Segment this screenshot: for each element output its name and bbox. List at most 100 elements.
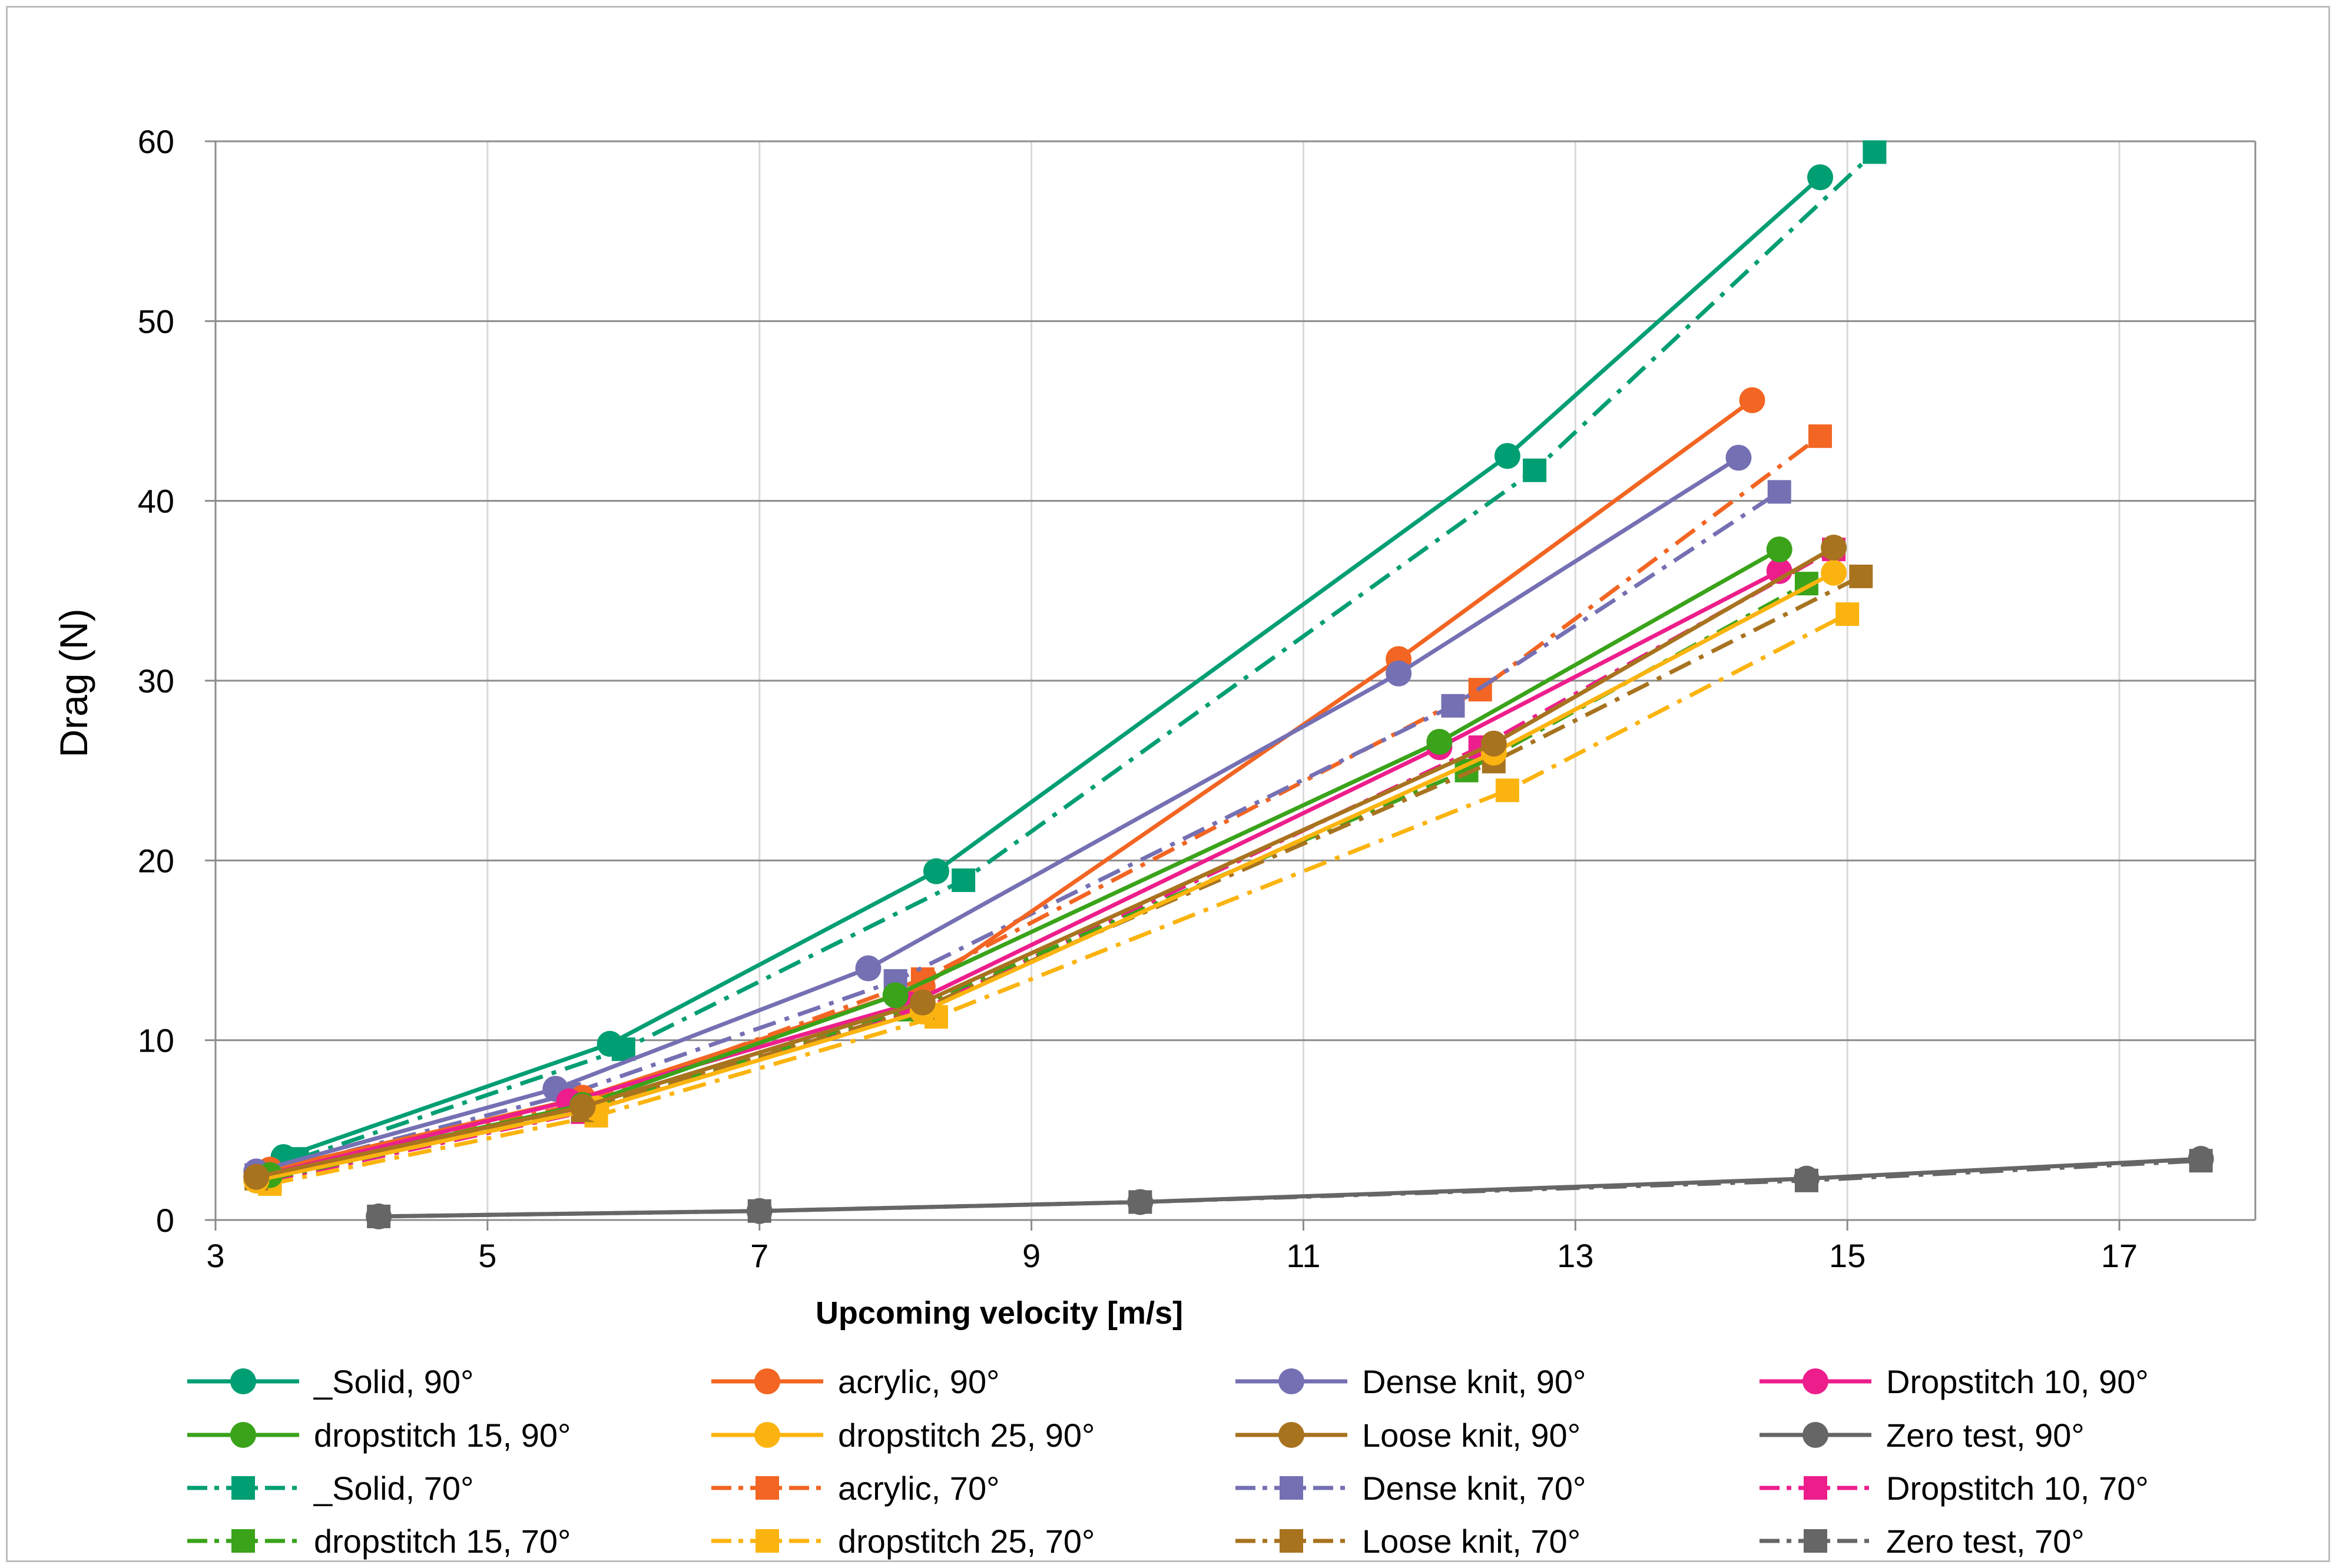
series-solid-90 xyxy=(270,164,1834,1171)
legend-marker xyxy=(231,1476,255,1500)
series-line xyxy=(256,456,1740,1173)
series-acrylic-90 xyxy=(257,387,1765,1183)
series-line xyxy=(379,1156,2201,1219)
data-point xyxy=(2188,1146,2214,1172)
y-tick-label: 30 xyxy=(138,662,174,700)
series-acrylic-70 xyxy=(258,424,1833,1185)
legend-marker xyxy=(231,1529,255,1553)
x-tick-label: 7 xyxy=(750,1237,768,1274)
legend-label: acrylic, 70° xyxy=(838,1470,999,1507)
legend-entry-dropstitch-25-70: dropstitch 25, 70° xyxy=(711,1523,1095,1560)
legend-label: dropstitch 15, 70° xyxy=(314,1523,571,1560)
legend: _Solid, 90° acrylic, 90° Dense knit, 90° Dr… xyxy=(187,1363,2149,1560)
data-point xyxy=(597,1030,623,1057)
legend-entry-dropstitch-10-70: Dropstitch 10, 70° xyxy=(1760,1470,2149,1507)
series-line xyxy=(296,150,1876,1161)
legend-label: Loose knit, 70° xyxy=(1362,1523,1580,1560)
x-tick-label: 11 xyxy=(1286,1237,1320,1274)
x-tick-label: 15 xyxy=(1829,1237,1866,1274)
data-point xyxy=(1849,564,1873,588)
data-point xyxy=(882,982,909,1009)
legend-marker xyxy=(754,1368,780,1394)
legend-marker xyxy=(1278,1368,1304,1394)
data-point xyxy=(243,1163,270,1190)
legend-marker xyxy=(1804,1529,1827,1553)
series-loose-knit-90 xyxy=(243,535,1847,1190)
legend-label: _Solid, 90° xyxy=(313,1363,473,1400)
x-tick-label: 13 xyxy=(1557,1237,1593,1274)
x-tick-label: 3 xyxy=(206,1237,224,1274)
grid xyxy=(205,140,2257,1231)
legend-label: dropstitch 15, 90° xyxy=(314,1417,571,1454)
y-tick-label: 60 xyxy=(138,123,174,160)
legend-marker xyxy=(1804,1476,1827,1500)
legend-entry-zero-test-90: Zero test, 90° xyxy=(1760,1417,2085,1454)
data-point xyxy=(366,1203,392,1229)
legend-entry-dropstitch-10-90: Dropstitch 10, 90° xyxy=(1760,1363,2149,1400)
legend-label: dropstitch 25, 70° xyxy=(838,1523,1095,1560)
legend-label: Dropstitch 10, 70° xyxy=(1886,1470,2149,1507)
legend-marker xyxy=(1278,1422,1304,1448)
data-point xyxy=(1835,602,1860,626)
data-point xyxy=(1793,1165,1820,1192)
data-point xyxy=(952,868,976,892)
data-point xyxy=(1494,443,1520,469)
data-point xyxy=(1821,535,1847,561)
legend-label: Zero test, 90° xyxy=(1886,1417,2085,1454)
series-dropstitch-10-90 xyxy=(243,558,1792,1190)
legend-marker xyxy=(230,1422,256,1448)
chart-frame xyxy=(6,6,2330,1562)
series-line xyxy=(269,434,1822,1176)
legend-entry-acrylic-70: acrylic, 70° xyxy=(711,1470,999,1507)
legend-label: Dense knit, 90° xyxy=(1362,1363,1586,1400)
data-point xyxy=(1127,1189,1154,1215)
legend-entry-dropstitch-15-90: dropstitch 15, 90° xyxy=(187,1417,571,1454)
x-tick-label: 17 xyxy=(2101,1237,2138,1274)
legend-marker xyxy=(1802,1422,1828,1448)
y-tick-label: 0 xyxy=(156,1202,174,1239)
data-point xyxy=(1739,387,1765,413)
data-point xyxy=(1767,480,1791,504)
series-line xyxy=(256,574,1862,1181)
series-dense-knit-70 xyxy=(244,480,1791,1187)
legend-entry-solid-90: _Solid, 90° xyxy=(187,1363,473,1400)
data-point xyxy=(1808,424,1833,448)
series-dropstitch-15-70 xyxy=(258,572,1818,1191)
data-point xyxy=(1821,559,1847,586)
data-point xyxy=(1863,140,1887,164)
legend-entry-dense-knit-70: Dense knit, 70° xyxy=(1235,1470,1586,1507)
data-point xyxy=(746,1198,773,1224)
legend-entry-zero-test-70: Zero test, 70° xyxy=(1760,1523,2085,1560)
series-line xyxy=(379,1158,2201,1219)
y-tick-label: 40 xyxy=(138,483,174,520)
legend-entry-dropstitch-25-90: dropstitch 25, 90° xyxy=(711,1417,1095,1454)
y-tick-label: 10 xyxy=(138,1022,174,1059)
legend-marker xyxy=(1280,1529,1303,1553)
data-point xyxy=(1766,536,1792,563)
series-dropstitch-25-90 xyxy=(243,559,1847,1194)
legend-marker xyxy=(230,1368,256,1394)
legend-label: acrylic, 90° xyxy=(838,1363,999,1400)
legend-entry-loose-knit-90: Loose knit, 90° xyxy=(1235,1417,1580,1454)
legend-marker xyxy=(1280,1476,1303,1500)
legend-marker xyxy=(756,1529,779,1553)
legend-label: _Solid, 70° xyxy=(313,1470,473,1507)
legend-label: Dense knit, 70° xyxy=(1362,1470,1586,1507)
x-axis-title: Upcoming velocity [m/s] xyxy=(816,1295,1183,1331)
legend-marker xyxy=(754,1422,780,1448)
legend-label: Zero test, 70° xyxy=(1886,1523,2085,1560)
legend-label: Dropstitch 10, 90° xyxy=(1886,1363,2149,1400)
data-point xyxy=(909,989,936,1016)
series-line xyxy=(269,612,1848,1186)
series-zero-test-90 xyxy=(366,1146,2214,1229)
data-point xyxy=(1441,694,1465,718)
legend-entry-acrylic-90: acrylic, 90° xyxy=(711,1363,999,1400)
series-line xyxy=(269,398,1754,1172)
legend-marker xyxy=(756,1476,779,1500)
x-tick-label: 5 xyxy=(478,1237,496,1274)
y-tick-label: 50 xyxy=(138,303,174,340)
tick-labels: 3 5 7 9 11 13 15 17 0 10 20 30 40 50 60 xyxy=(138,123,2138,1274)
legend-entry-solid-70: _Solid, 70° xyxy=(187,1470,473,1507)
series-dense-knit-90 xyxy=(243,445,1752,1185)
